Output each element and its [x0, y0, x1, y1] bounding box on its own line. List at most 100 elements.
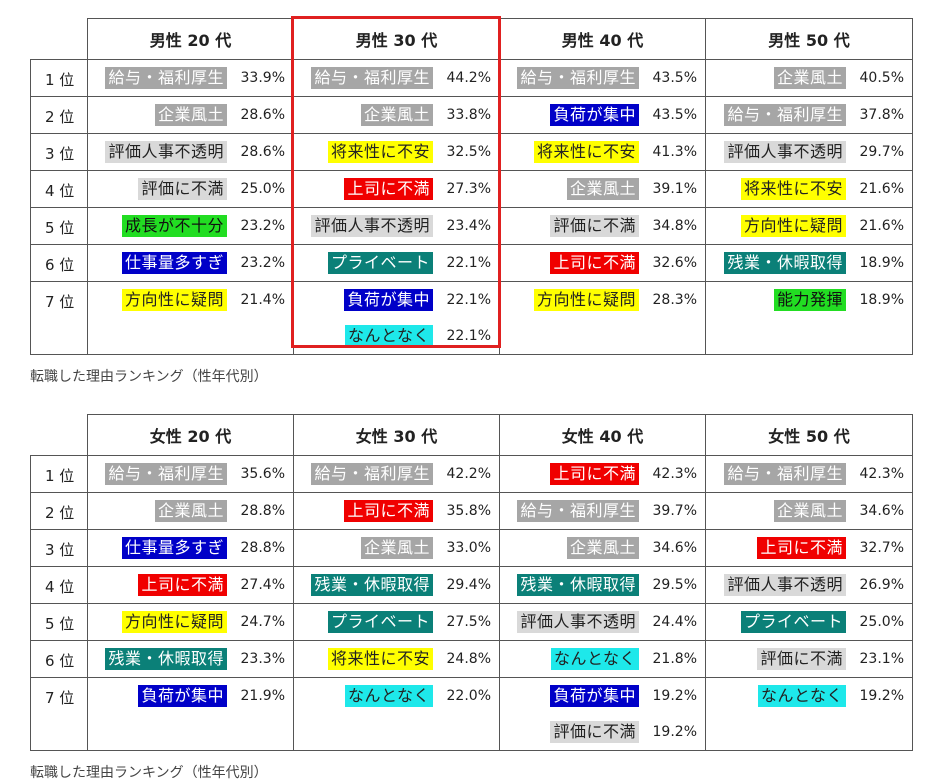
- reason-entry: なんとなく 22.0%: [294, 678, 499, 714]
- reason-entry: 給与・福利厚生 33.9%: [88, 60, 293, 96]
- ranking-cell: 将来性に不安 32.5%: [293, 133, 500, 171]
- reason-percentage: 23.3%: [240, 651, 285, 667]
- reason-label: 評価人事不透明: [105, 141, 227, 163]
- reason-entry: 上司に不満 32.6%: [500, 245, 705, 281]
- reason-entry: 将来性に不安 32.5%: [294, 134, 499, 170]
- reason-label: 将来性に不安: [327, 141, 433, 163]
- table-row: 7 位 負荷が集中 21.9% なんとなく 22.0% 負荷が集中 19.2% 評価に不満 19…: [30, 677, 913, 751]
- reason-percentage: 18.9%: [859, 255, 904, 271]
- reason-percentage: 33.9%: [240, 70, 285, 86]
- reason-label: 上司に不満: [138, 574, 227, 596]
- reason-label: なんとなく: [344, 685, 433, 707]
- column-header: 女性 30 代: [293, 414, 500, 456]
- reason-percentage: 29.7%: [859, 144, 904, 160]
- reason-percentage: 27.5%: [446, 614, 491, 630]
- reason-percentage: 21.4%: [240, 292, 285, 308]
- ranking-cell: なんとなく 19.2%: [705, 677, 913, 751]
- reason-percentage: 23.2%: [240, 255, 285, 271]
- reason-label: 負荷が集中: [550, 685, 639, 707]
- reason-percentage: 22.1%: [446, 292, 491, 308]
- reason-percentage: 44.2%: [446, 70, 491, 86]
- header-row: 男性 20 代 男性 30 代 男性 40 代 男性 50 代: [30, 18, 913, 60]
- ranking-cell: 企業風土 40.5%: [705, 59, 913, 97]
- reason-percentage: 21.6%: [859, 181, 904, 197]
- ranking-cell: 評価に不満 23.1%: [705, 640, 913, 678]
- reason-entry: 負荷が集中 21.9%: [88, 678, 293, 714]
- ranking-cell: プライベート 22.1%: [293, 244, 500, 282]
- reason-percentage: 24.4%: [652, 614, 697, 630]
- table-row: 7 位 方向性に疑問 21.4% 負荷が集中 22.1% なんとなく 22.1% 方向性に疑問…: [30, 281, 913, 355]
- reason-entry: 給与・福利厚生 35.6%: [88, 456, 293, 492]
- reason-percentage: 35.8%: [446, 503, 491, 519]
- male-ranking-table: 男性 20 代 男性 30 代 男性 40 代 男性 50 代 1 位給与・福利…: [30, 18, 913, 355]
- reason-label: 企業風土: [566, 537, 639, 559]
- reason-entry: 評価に不満 34.8%: [500, 208, 705, 244]
- ranking-cell: 給与・福利厚生 42.2%: [293, 455, 500, 493]
- table-row: 4 位 評価に不満 25.0% 上司に不満 27.3% 企業風土 39.1% 将来性に不安 21…: [30, 170, 913, 208]
- ranking-cell: 企業風土 28.6%: [87, 96, 294, 134]
- ranking-cell: 給与・福利厚生 35.6%: [87, 455, 294, 493]
- reason-percentage: 29.4%: [446, 577, 491, 593]
- reason-label: 評価人事不透明: [517, 611, 639, 633]
- rank-cell: 1 位: [30, 59, 88, 97]
- reason-label: 上司に不満: [550, 463, 639, 485]
- reason-percentage: 37.8%: [859, 107, 904, 123]
- reason-entry: 負荷が集中 22.1%: [294, 282, 499, 318]
- rank-cell: 3 位: [30, 133, 88, 171]
- reason-entry: 給与・福利厚生 43.5%: [500, 60, 705, 96]
- ranking-cell: 企業風土 34.6%: [499, 529, 706, 567]
- reason-entry: 評価に不満 19.2%: [500, 714, 705, 750]
- reason-percentage: 33.0%: [446, 540, 491, 556]
- reason-percentage: 32.7%: [859, 540, 904, 556]
- ranking-cell: 残業・休暇取得 18.9%: [705, 244, 913, 282]
- reason-percentage: 21.6%: [859, 218, 904, 234]
- reason-label: 企業風土: [154, 500, 227, 522]
- reason-label: 上司に不満: [550, 252, 639, 274]
- rank-cell: 7 位: [30, 677, 88, 751]
- table-row: 3 位評価人事不透明 28.6% 将来性に不安 32.5% 将来性に不安 41.3% 評価人…: [30, 133, 913, 171]
- column-header: 男性 20 代: [87, 18, 294, 60]
- ranking-cell: 残業・休暇取得 23.3%: [87, 640, 294, 678]
- ranking-cell: 給与・福利厚生 39.7%: [499, 492, 706, 530]
- reason-entry: 残業・休暇取得 18.9%: [706, 245, 912, 281]
- reason-label: 評価に不満: [138, 178, 227, 200]
- ranking-cell: 評価人事不透明 28.6%: [87, 133, 294, 171]
- ranking-cell: 能力発揮 18.9%: [705, 281, 913, 355]
- ranking-cell: 残業・休暇取得 29.4%: [293, 566, 500, 604]
- reason-entry: 評価人事不透明 26.9%: [706, 567, 912, 603]
- reason-percentage: 43.5%: [652, 70, 697, 86]
- reason-label: 給与・福利厚生: [517, 500, 639, 522]
- reason-entry: 上司に不満 32.7%: [706, 530, 912, 566]
- table-row: 4 位 上司に不満 27.4% 残業・休暇取得 29.4% 残業・休暇取得 29.5% 評価人…: [30, 566, 913, 604]
- reason-label: 評価に不満: [550, 721, 639, 743]
- ranking-cell: 企業風土 33.8%: [293, 96, 500, 134]
- column-header: 女性 40 代: [499, 414, 706, 456]
- ranking-cell: 方向性に疑問 21.6%: [705, 207, 913, 245]
- reason-label: 給与・福利厚生: [105, 463, 227, 485]
- reason-percentage: 28.6%: [240, 107, 285, 123]
- ranking-cell: 給与・福利厚生 43.5%: [499, 59, 706, 97]
- ranking-cell: 企業風土 39.1%: [499, 170, 706, 208]
- reason-label: 企業風土: [154, 104, 227, 126]
- reason-percentage: 28.3%: [652, 292, 697, 308]
- reason-percentage: 43.5%: [652, 107, 697, 123]
- reason-label: 残業・休暇取得: [517, 574, 639, 596]
- reason-percentage: 28.8%: [240, 540, 285, 556]
- reason-entry: 評価に不満 23.1%: [706, 641, 912, 677]
- reason-label: 評価に不満: [550, 215, 639, 237]
- reason-entry: 給与・福利厚生 42.2%: [294, 456, 499, 492]
- rank-cell: 6 位: [30, 244, 88, 282]
- reason-label: 給与・福利厚生: [724, 463, 846, 485]
- reason-entry: 方向性に疑問 28.3%: [500, 282, 705, 318]
- ranking-cell: 方向性に疑問 24.7%: [87, 603, 294, 641]
- reason-entry: 方向性に疑問 21.6%: [706, 208, 912, 244]
- reason-entry: 給与・福利厚生 44.2%: [294, 60, 499, 96]
- reason-percentage: 26.9%: [859, 577, 904, 593]
- reason-label: 成長が不十分: [121, 215, 227, 237]
- reason-percentage: 28.6%: [240, 144, 285, 160]
- reason-entry: 能力発揮 18.9%: [706, 282, 912, 318]
- reason-entry: なんとなく 19.2%: [706, 678, 912, 714]
- reason-entry: 企業風土 40.5%: [706, 60, 912, 96]
- reason-entry: 評価人事不透明 29.7%: [706, 134, 912, 170]
- reason-label: 評価人事不透明: [724, 574, 846, 596]
